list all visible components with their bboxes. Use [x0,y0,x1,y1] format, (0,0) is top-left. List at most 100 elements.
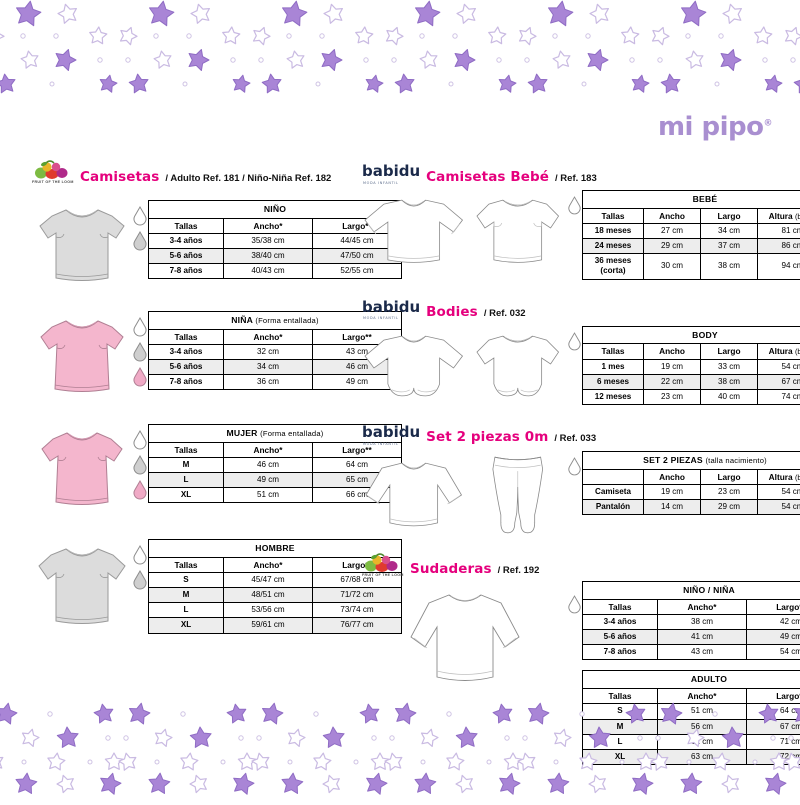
wash-drops-mujer [132,424,148,500]
table-cell: 23 cm [644,389,701,404]
table-cell: 40 cm [701,389,758,404]
table-cell: M [149,458,224,473]
column-header: Ancho* [224,442,313,457]
tshirt-kid-illustration [32,200,132,293]
table-cell: 18 meses [583,224,644,239]
column-header: Tallas [583,599,658,614]
water-drop-icon [132,430,148,450]
column-header: Tallas [149,329,224,344]
fruit-logo-text: FRUIT OF THE LOOM [362,573,404,577]
mi-pipo-logo: mi pipo® [658,112,772,142]
table-cell: XL [149,488,224,503]
table-title: BODY [583,326,800,344]
table-cell: 71 cm [747,734,800,749]
babidu-logo-subtext: MODA INFANTIL [363,317,399,320]
column-header: Ancho* [658,599,747,614]
column-header: Largo [701,208,758,223]
logo-text: mi pipo [658,112,764,142]
table-title-row: SET 2 PIEZAS (talla nacimiento) [583,451,800,469]
wash-drops-bebe [567,190,582,215]
table-title: ADULTO [583,671,800,689]
table-cell: 45/47 cm [224,573,313,588]
table-cell: 7-8 años [149,264,224,279]
fruit-of-the-loom-logo: FRUIT OF THE LOOM [32,160,74,184]
table-cell: 51 cm [224,488,313,503]
babidu-logo-text: babidu [362,423,420,441]
section-ref: / Ref. 033 [554,434,596,445]
wash-drops-sudaderas [567,581,582,614]
table-cell: 41 cm [658,630,747,645]
baby-body-longsleeve-icon [362,326,465,404]
table-cell: 42 cm [747,615,800,630]
babidu-logo: babidu MODA INFANTIL [362,300,420,320]
table-cell: 14 cm [644,500,701,515]
section-header-bodies: babidu MODA INFANTIL Bodies / Ref. 032 [362,294,792,320]
column-header: Largo [701,344,758,359]
table-cell: 62 cm [658,734,747,749]
fruit-logo-text: FRUIT OF THE LOOM [32,180,74,184]
table-cell: 49 cm [224,473,313,488]
column-header: Largo** [747,599,800,614]
column-header: Largo [701,469,758,484]
section-title: Set 2 piezas 0m [426,431,548,445]
table-cell: XL [583,749,658,764]
table-cell: 5-6 años [149,360,224,375]
table-cell: 54 cm [758,485,800,500]
column-header: Ancho [644,208,701,223]
table-cell: 27 cm [644,224,701,239]
right-column: babidu MODA INFANTIL Camisetas Bebé / Re… [362,158,792,765]
logo-trademark: ® [764,118,773,128]
table-cell: 54 cm [758,359,800,374]
table-cell: 72 cm [747,749,800,764]
table-cell: Pantalón [583,500,644,515]
table-title-note: (talla nacimiento) [705,456,766,465]
column-header: Ancho [644,344,701,359]
baby-body-shortsleeve-icon [469,326,567,404]
section-title: Bodies [426,306,478,320]
table-cell: 5-6 años [583,630,658,645]
table-cell: 3-4 años [149,234,224,249]
column-header: Altura (bebé) [758,208,800,223]
section-header-camisetas: FRUIT OF THE LOOM Camisetas / Adulto Ref… [32,158,362,184]
tshirt-icon [32,200,132,288]
section-ref: / Adulto Ref. 181 / Niño-Niña Ref. 182 [165,174,331,185]
table-title-row: ADULTO [583,671,800,689]
section-title: Camisetas [80,171,159,185]
column-header: Tallas [149,442,224,457]
table-title: NIÑO / NIÑA [583,581,800,599]
column-header: Altura (bebé) [758,469,800,484]
table-cell: 67 cm [747,719,800,734]
table-cell: 34 cm [701,224,758,239]
table-cell: 24 meses [583,239,644,254]
set-2-piezas-illustration [362,451,567,535]
fruit-logo-icon [32,160,74,179]
table-cell: 7-8 años [149,375,224,390]
baby-longsleeve-icon [362,190,465,270]
water-drop-icon [132,455,148,475]
water-drop-icon [132,367,148,387]
column-header: Tallas [583,689,658,704]
table-cell: 1 mes [583,359,644,374]
tshirt-icon [32,424,132,512]
column-header: Ancho* [224,329,313,344]
table-cell: L [149,473,224,488]
table-cell: 64 cm [747,704,800,719]
wash-drops-hombre [132,539,148,590]
table-cell: 38/40 cm [224,249,313,264]
